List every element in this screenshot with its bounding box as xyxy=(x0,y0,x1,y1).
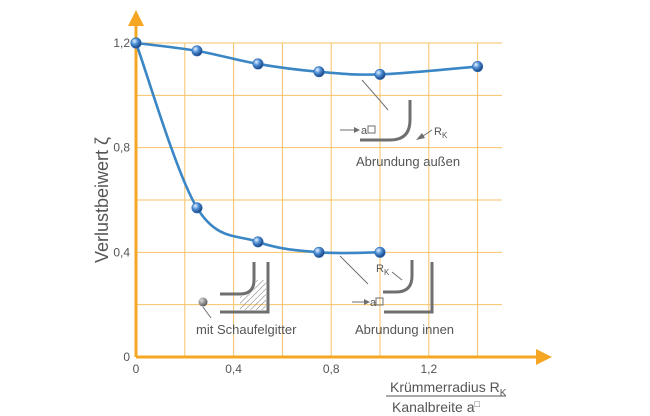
data-point-innen xyxy=(191,202,203,214)
y-axis-title: Verlustbeiwert ζ xyxy=(92,137,112,263)
data-point-aussen xyxy=(472,61,484,73)
x-tick-label: 1,2 xyxy=(420,362,437,376)
x-axis-title-denominator: Kanalbreite a□ xyxy=(392,399,481,415)
sketch-abrundung-aussen: a RK Abrundung außen xyxy=(340,79,460,169)
annotation-mit-schaufelgitter: mit Schaufelgitter xyxy=(196,322,297,337)
y-tick-label: 0 xyxy=(123,350,130,364)
data-point-innen xyxy=(313,246,325,258)
x-axis-title-numerator: Krümmerradius RK xyxy=(390,379,507,399)
sketch-aussen-r-label: RK xyxy=(434,126,448,140)
x-tick-label: 0,8 xyxy=(323,362,340,376)
sketch-schaufelgitter: mit Schaufelgitter xyxy=(196,262,297,337)
sketch-innen-r-label: RK xyxy=(376,263,390,277)
data-point-innen xyxy=(252,236,264,248)
y-tick-label: 0,4 xyxy=(113,245,130,259)
series-line-aussen xyxy=(135,41,478,76)
sketch-aussen-a-label: a xyxy=(361,125,368,137)
axes xyxy=(128,10,552,365)
x-axis-arrow xyxy=(536,349,552,365)
grid xyxy=(136,42,502,357)
x-tick-label: 0,4 xyxy=(225,362,242,376)
sketch-innen-a-label: a xyxy=(370,297,377,309)
data-point-innen xyxy=(374,246,386,258)
y-axis-arrow xyxy=(128,10,144,26)
sketch-abrundung-innen: a RK Abrundung innen xyxy=(339,255,454,337)
data-point-innen xyxy=(130,37,142,49)
data-markers xyxy=(130,37,484,258)
y-tick-label: 0,8 xyxy=(113,141,130,155)
series-line-innen xyxy=(134,42,381,255)
x-axis-title: Krümmerradius RK Kanalbreite a□ xyxy=(386,379,507,415)
data-point-aussen xyxy=(252,58,264,70)
data-point-aussen xyxy=(313,66,325,78)
data-point-aussen xyxy=(374,68,386,80)
data-point-aussen xyxy=(191,45,203,57)
annotation-abrundung-innen: Abrundung innen xyxy=(355,322,454,337)
tick-labels: 0 0,4 0,8 1,2 0 0,4 0,8 1,2 xyxy=(113,36,437,376)
x-tick-label: 0 xyxy=(133,362,140,376)
annotation-abrundung-aussen: Abrundung außen xyxy=(356,154,460,169)
y-tick-label: 1,2 xyxy=(113,36,130,50)
